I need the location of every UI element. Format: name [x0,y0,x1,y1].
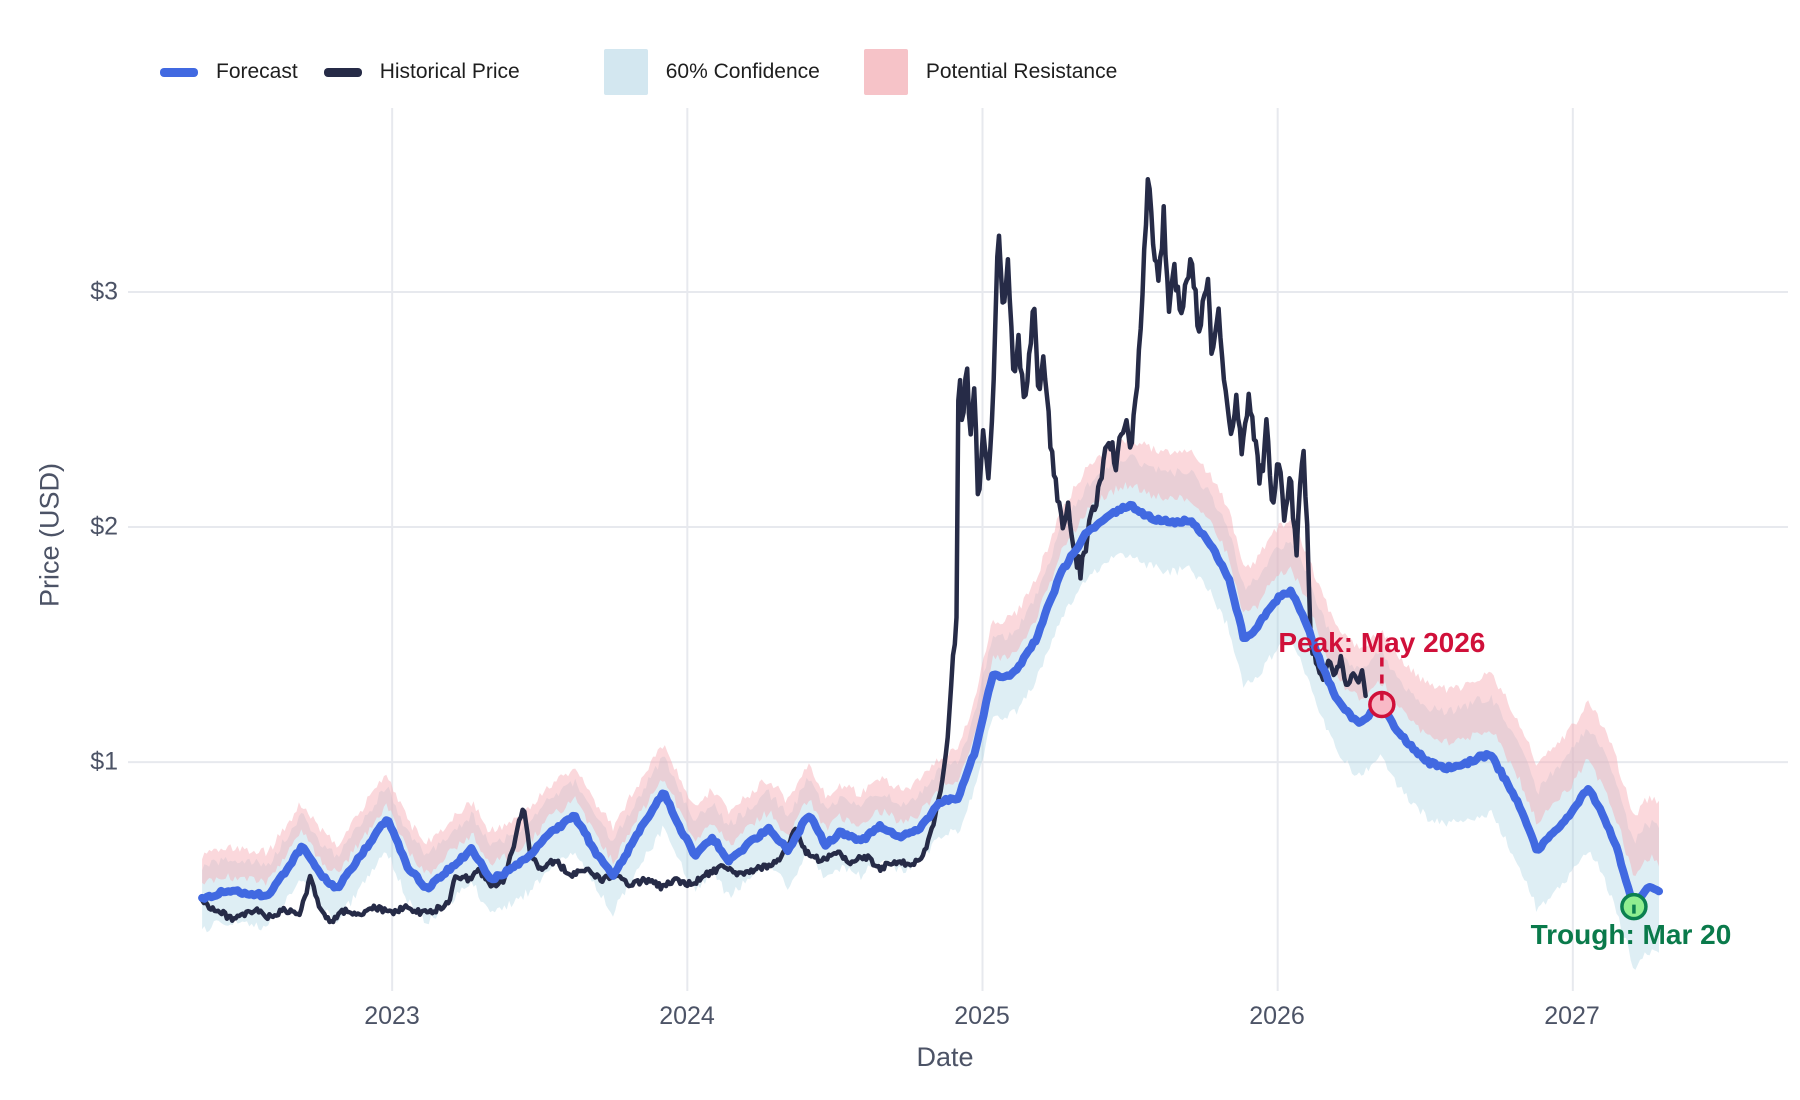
y-tick-3: $3 [90,277,118,306]
x-tick-2024: 2024 [659,1002,715,1030]
x-tick-2027: 2027 [1544,1002,1600,1030]
x-tick-2025: 2025 [954,1002,1010,1030]
legend-item-historical[interactable]: Historical Price [323,60,520,84]
historical-line-swatch-icon [323,67,362,77]
resistance-band-swatch-icon [863,49,908,95]
legend-label: Historical Price [379,60,520,83]
legend-item-confidence[interactable]: 60% Confidence [603,49,820,95]
legend: Forecast Historical Price 60% Confidence… [160,46,1117,98]
legend-label: Forecast [216,60,298,83]
y-tick-1: $1 [90,747,118,776]
trough-annotation: Trough: Mar 20 [1530,918,1732,950]
y-axis-title: Price (USD) [34,462,65,608]
legend-item-forecast[interactable]: Forecast [160,60,298,84]
y-tick-2: $2 [90,512,118,541]
x-axis-title: Date [916,1042,974,1072]
x-tick-2026: 2026 [1249,1002,1305,1030]
legend-label: 60% Confidence [665,60,820,83]
legend-label: Potential Resistance [925,60,1118,83]
legend-item-resistance[interactable]: Potential Resistance [863,49,1118,95]
forecast-line-swatch-icon [160,67,198,77]
peak-annotation: Peak: May 2026 [1278,626,1486,658]
x-tick-2023: 2023 [364,1002,420,1030]
confidence-band-swatch-icon [603,49,648,95]
